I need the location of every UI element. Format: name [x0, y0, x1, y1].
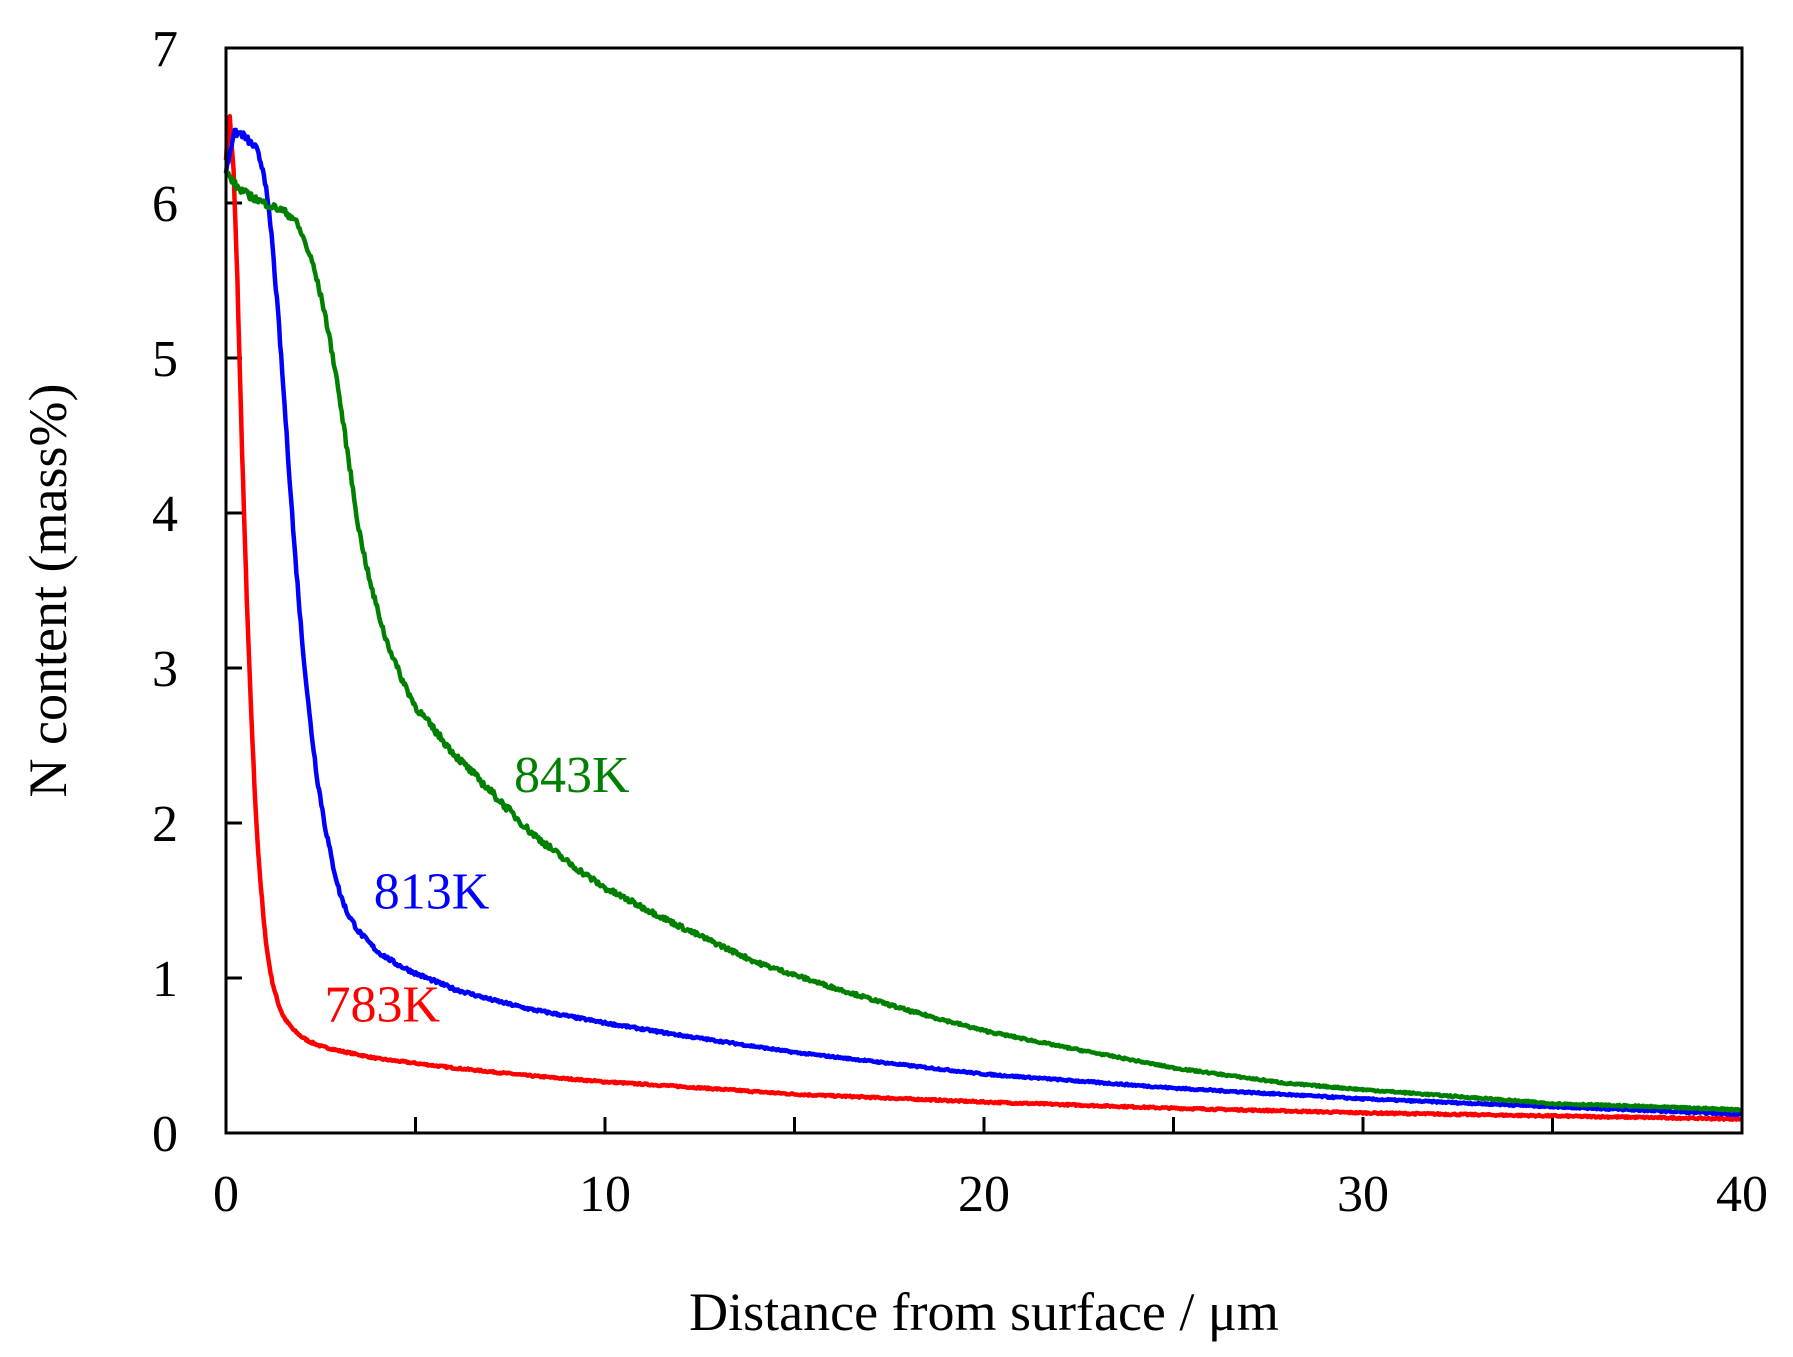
y-tick-label: 7: [152, 21, 178, 78]
series-layer: 783K 813K 843K: [223, 113, 1744, 1122]
series-line-843K: [223, 170, 1744, 1113]
y-tick-label: 1: [152, 951, 178, 1008]
x-axis-ticks: 0 10 20 30 40: [213, 1117, 1768, 1223]
x-axis-title: Distance from surface / μm: [689, 1282, 1279, 1342]
y-tick-label: 2: [152, 796, 178, 853]
series-label-783K: 783K: [325, 976, 441, 1033]
y-axis-ticks: 0 1 2 3 4 5 6 7: [152, 21, 242, 1163]
y-tick-label: 6: [152, 176, 178, 233]
x-tick-label: 20: [958, 1166, 1010, 1223]
series-line-783K: [223, 113, 1744, 1122]
y-tick-label: 0: [152, 1106, 178, 1163]
series-line-813K: [223, 127, 1744, 1118]
x-tick-label: 0: [213, 1166, 239, 1223]
x-tick-label: 40: [1716, 1166, 1768, 1223]
series-label-813K: 813K: [374, 863, 490, 920]
y-tick-label: 4: [152, 486, 178, 543]
y-tick-label: 3: [152, 641, 178, 698]
x-tick-label: 10: [579, 1166, 631, 1223]
y-tick-label: 5: [152, 331, 178, 388]
y-axis-title: N content (mass%): [18, 384, 78, 798]
plot-frame: [224, 46, 1744, 1135]
x-tick-label: 30: [1337, 1166, 1389, 1223]
series-label-843K: 843K: [514, 747, 630, 804]
